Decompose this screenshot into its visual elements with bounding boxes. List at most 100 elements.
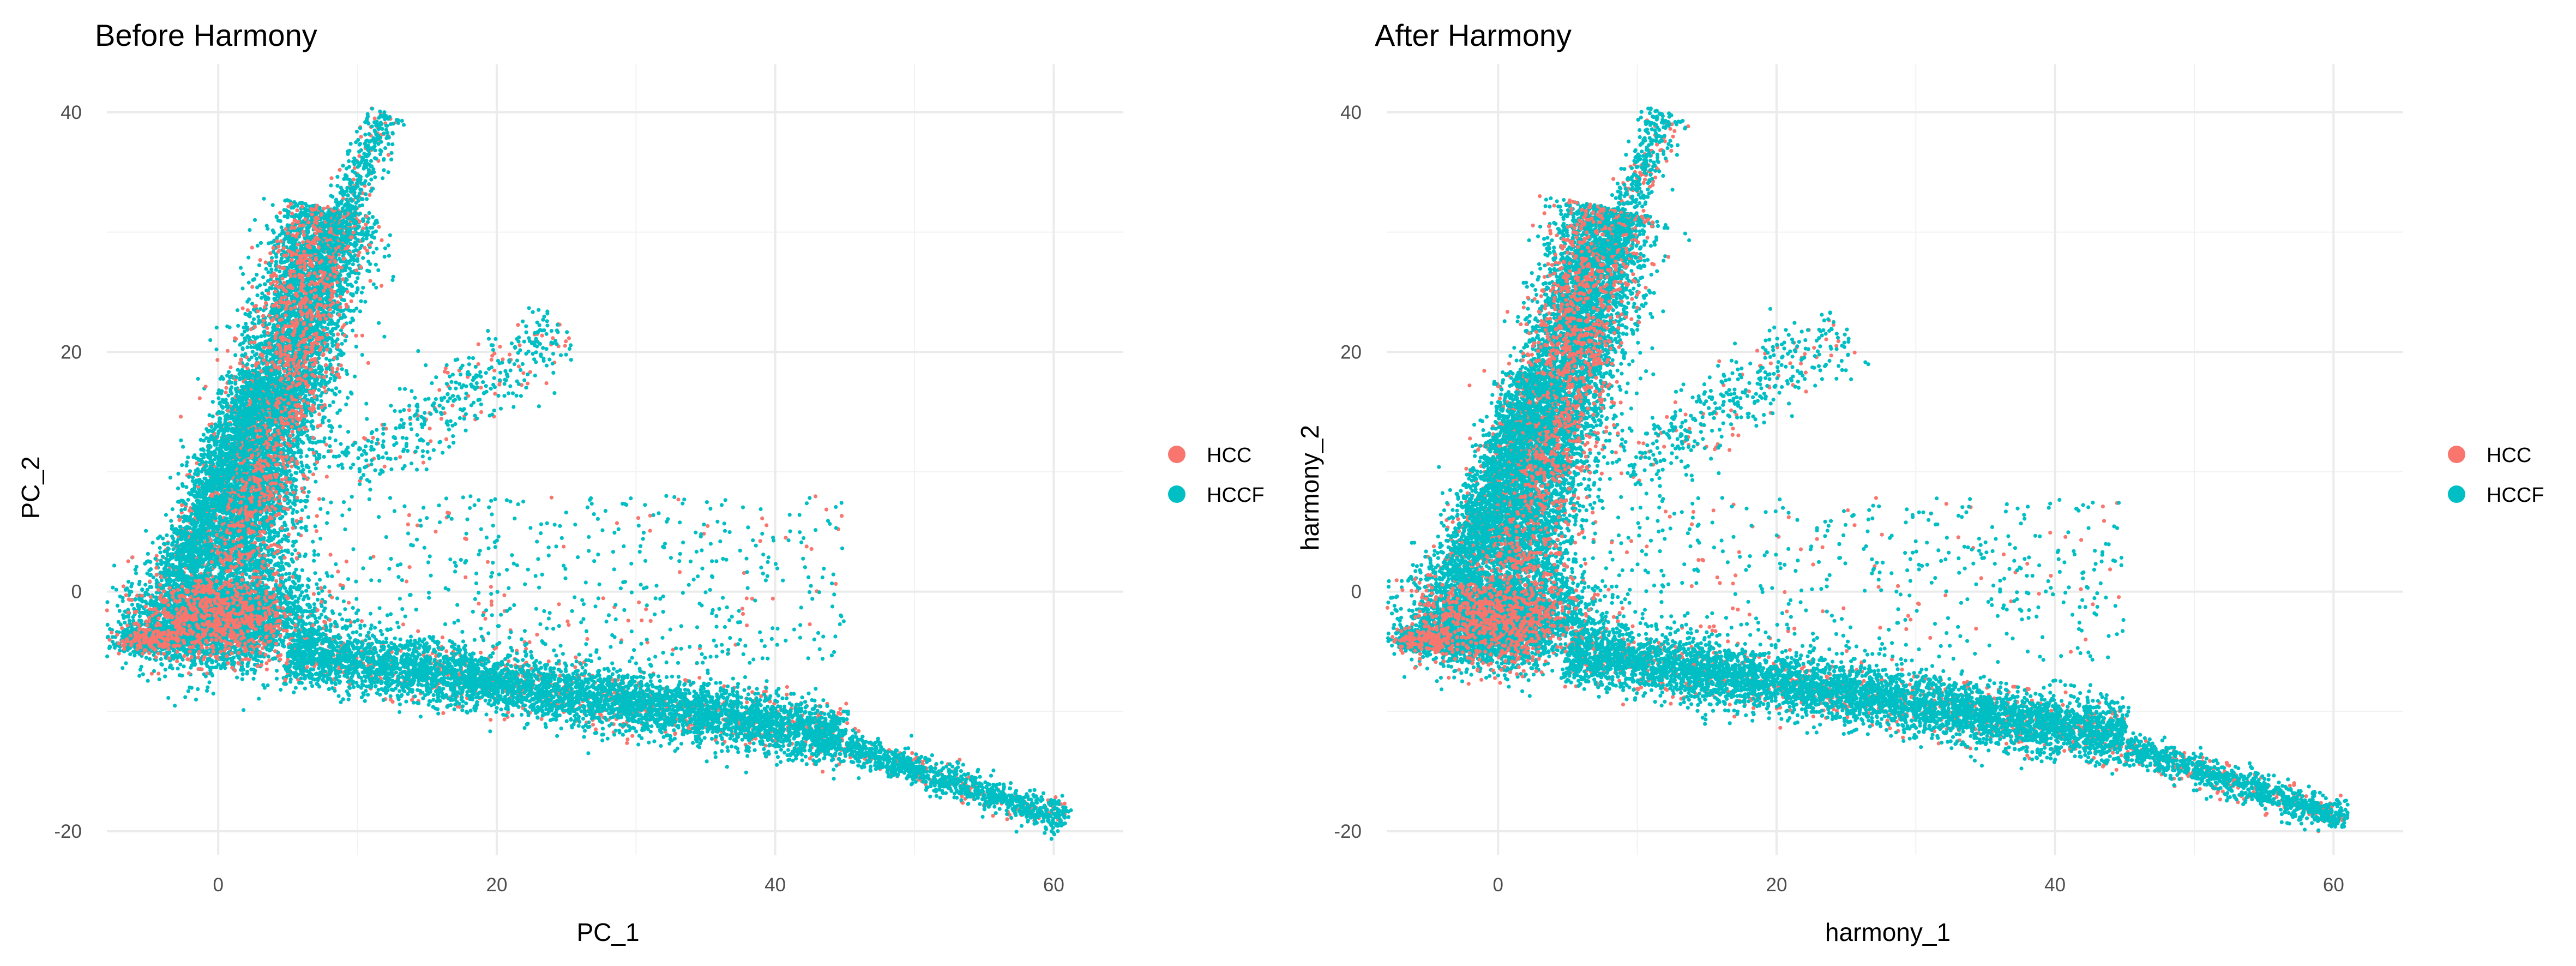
data-point (246, 256, 250, 260)
data-point (196, 687, 200, 691)
data-point (275, 677, 279, 681)
data-point (170, 654, 174, 658)
data-point (120, 634, 124, 638)
data-point (168, 578, 172, 581)
data-point (242, 708, 245, 712)
data-point (218, 646, 222, 650)
data-point (322, 455, 326, 459)
data-point (193, 662, 197, 665)
data-point (322, 609, 326, 613)
data-point (164, 620, 168, 623)
data-point (121, 666, 124, 670)
data-point (388, 233, 392, 237)
data-point (267, 578, 270, 581)
data-point (149, 573, 153, 577)
data-point (118, 595, 122, 598)
data-point (255, 357, 258, 361)
data-point (296, 609, 300, 613)
data-point (327, 419, 331, 423)
data-point (235, 676, 239, 680)
data-point (133, 598, 137, 602)
data-point (106, 623, 110, 627)
data-point (404, 615, 407, 619)
data-point (387, 243, 390, 247)
data-point (275, 669, 279, 673)
data-point (287, 572, 291, 575)
data-point (178, 655, 182, 658)
data-point (271, 575, 275, 579)
data-point (282, 534, 286, 538)
plot-area (105, 64, 1123, 855)
data-point (300, 568, 304, 572)
data-point (128, 652, 132, 656)
data-point (171, 667, 174, 670)
data-point (245, 670, 249, 674)
data-point (304, 589, 308, 593)
data-point (160, 578, 164, 582)
data-point (128, 589, 131, 593)
data-point (171, 604, 175, 608)
data-point (209, 628, 213, 632)
data-point (127, 614, 130, 618)
data-point (240, 668, 244, 672)
data-point (111, 586, 115, 590)
data-point (173, 704, 177, 707)
data-point (284, 578, 288, 582)
data-point (133, 653, 136, 657)
data-point (129, 585, 133, 589)
data-point (266, 683, 269, 687)
data-point (208, 666, 212, 670)
data-point (290, 626, 293, 629)
data-point (335, 596, 339, 600)
data-point (123, 621, 127, 625)
data-point (152, 600, 155, 604)
data-point (149, 585, 153, 589)
data-point (214, 665, 218, 669)
data-point (190, 686, 194, 690)
data-point (124, 628, 128, 632)
data-point (233, 353, 237, 357)
data-point (312, 549, 316, 553)
data-point (158, 677, 161, 681)
data-point (316, 598, 320, 602)
data-point (222, 664, 226, 668)
data-point (312, 559, 316, 563)
data-point (160, 663, 164, 667)
data-point (340, 617, 344, 621)
data-point (283, 635, 287, 639)
data-point (317, 591, 321, 595)
data-point (112, 563, 116, 567)
data-point (257, 697, 261, 700)
data-point (251, 677, 255, 681)
data-point (164, 668, 167, 671)
data-point (137, 619, 141, 622)
data-point (253, 669, 257, 673)
data-point (166, 696, 170, 700)
data-point (206, 652, 209, 656)
data-point (251, 350, 255, 353)
data-point (317, 388, 321, 392)
data-point (246, 662, 250, 666)
data-point (216, 576, 220, 580)
data-point (323, 585, 327, 589)
data-point (178, 673, 182, 677)
data-point (207, 658, 210, 662)
data-point (137, 580, 141, 584)
data-point (121, 631, 125, 634)
data-point (241, 672, 245, 676)
data-point (286, 603, 290, 607)
data-point (179, 439, 183, 442)
data-point (105, 600, 109, 604)
data-point (261, 683, 265, 687)
data-point (119, 622, 123, 626)
data-point (116, 604, 119, 608)
data-point (302, 597, 305, 601)
data-point (281, 639, 285, 643)
data-point (141, 673, 145, 676)
chart-title: Before Harmony (95, 18, 317, 52)
data-point (346, 577, 350, 581)
data-point (127, 580, 130, 584)
data-point (172, 649, 176, 652)
